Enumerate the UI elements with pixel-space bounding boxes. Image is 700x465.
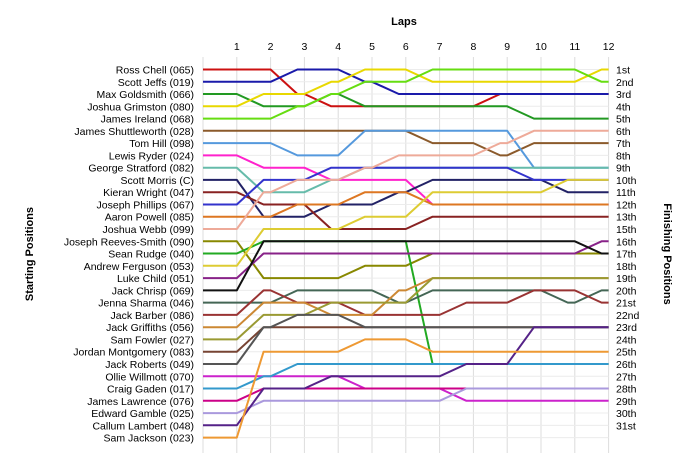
- lap-tick-label: 8: [470, 41, 476, 53]
- starting-position-labels: Ross Chell (065)Scott Jeffs (019)Max Gol…: [64, 65, 194, 445]
- starting-position-label: Ross Chell (065): [116, 65, 194, 77]
- series-line-31: [203, 338, 609, 439]
- lap-tick-label: 1: [234, 41, 240, 53]
- lap-tick-label: 3: [301, 41, 307, 53]
- series-line-30: [203, 326, 609, 427]
- finishing-position-label: 13th: [616, 212, 637, 224]
- finishing-position-label: 2nd: [616, 77, 634, 89]
- x-axis-title: Laps: [391, 16, 417, 28]
- starting-position-label: Callum Lambert (048): [92, 420, 194, 432]
- finishing-position-label: 16th: [616, 236, 637, 248]
- finishing-position-label: 30th: [616, 408, 637, 420]
- finishing-position-label: 18th: [616, 261, 637, 273]
- series-line-21: [203, 289, 609, 316]
- starting-position-label: Joshua Webb (099): [103, 224, 194, 236]
- series-line-3: [203, 93, 609, 120]
- finishing-position-label: 27th: [616, 371, 637, 383]
- starting-position-label: Jack Roberts (049): [105, 359, 194, 371]
- starting-position-label: Scott Jeffs (019): [118, 77, 194, 89]
- lap-tick-label: 12: [603, 41, 615, 53]
- starting-position-label: Jenna Sharma (046): [98, 298, 194, 310]
- finishing-position-label: 5th: [616, 114, 631, 126]
- lap-tick-label: 7: [437, 41, 443, 53]
- starting-position-label: Sean Rudge (040): [108, 249, 194, 261]
- series-line-17: [203, 178, 609, 267]
- series-line-27: [203, 363, 609, 390]
- series-line-13: [203, 191, 609, 218]
- starting-position-label: Edward Gamble (025): [91, 408, 194, 420]
- starting-position-label: Sam Jackson (023): [104, 433, 194, 445]
- finishing-position-label: 22nd: [616, 310, 640, 322]
- starting-position-label: Ollie Willmott (070): [105, 371, 194, 383]
- finishing-position-label: 26th: [616, 359, 637, 371]
- lap-tick-label: 2: [268, 41, 274, 53]
- starting-position-label: George Stratford (082): [88, 163, 194, 175]
- y-axis-title-right: Finishing Positions: [661, 203, 673, 304]
- finishing-position-label: 4th: [616, 101, 631, 113]
- lap-tick-label: 9: [504, 41, 510, 53]
- starting-position-label: Joseph Phillips (067): [97, 199, 194, 211]
- starting-position-label: Sam Fowler (027): [111, 334, 194, 346]
- finishing-position-label: 23rd: [616, 322, 637, 334]
- starting-position-label: Jack Griffiths (056): [106, 322, 194, 334]
- finishing-position-label: 24th: [616, 334, 637, 346]
- finishing-position-label: 17th: [616, 249, 637, 261]
- starting-position-label: Lewis Ryder (024): [109, 150, 194, 162]
- finishing-position-label: 31st: [616, 420, 636, 432]
- starting-position-label: Jordan Montgomery (083): [73, 347, 194, 359]
- starting-position-label: Kieran Wright (047): [103, 187, 194, 199]
- finishing-position-label: 7th: [616, 138, 631, 150]
- finishing-position-label: 19th: [616, 273, 637, 285]
- series-line-4: [203, 68, 609, 108]
- finishing-position-label: 12th: [616, 199, 637, 211]
- lap-tick-labels: 1 2 3 4 5 6 7 8 9 10 11 12: [234, 41, 615, 53]
- lap-tick-label: 4: [335, 41, 341, 53]
- series-line-14: [203, 129, 609, 230]
- lap-tick-label: 10: [535, 41, 547, 53]
- starting-position-label: Joshua Grimston (080): [87, 101, 194, 113]
- starting-position-label: Luke Child (051): [117, 273, 194, 285]
- finishing-position-label: 20th: [616, 285, 637, 297]
- series-line-5: [203, 68, 609, 120]
- starting-position-label: James Lawrence (076): [87, 396, 194, 408]
- finishing-position-label: 6th: [616, 126, 631, 138]
- starting-position-label: James Shuttleworth (028): [74, 126, 194, 138]
- starting-position-label: Jack Chrisp (069): [112, 285, 194, 297]
- series-line-19: [203, 240, 609, 292]
- starting-position-label: Jack Barber (086): [111, 310, 194, 322]
- starting-position-label: James Ireland (068): [101, 114, 194, 126]
- finishing-position-label: 11th: [616, 187, 636, 199]
- finishing-position-label: 10th: [616, 175, 637, 187]
- lap-tick-label: 5: [369, 41, 375, 53]
- starting-position-label: Craig Gaden (017): [107, 384, 194, 396]
- finishing-position-label: 1st: [616, 65, 630, 77]
- y-axis-title-left: Starting Positions: [24, 207, 36, 301]
- lap-tick-label: 11: [569, 41, 580, 53]
- series-lines: [203, 68, 609, 439]
- finishing-position-label: 21st: [616, 298, 636, 310]
- series-line-23: [203, 277, 609, 341]
- starting-position-label: Joseph Reeves-Smith (090): [64, 236, 194, 248]
- starting-position-label: Aaron Powell (085): [105, 212, 194, 224]
- finishing-position-label: 15th: [616, 224, 637, 236]
- finishing-position-label: 3rd: [616, 89, 631, 101]
- lap-tick-label: 6: [403, 41, 409, 53]
- starting-position-label: Andrew Ferguson (053): [84, 261, 194, 273]
- finishing-position-label: 9th: [616, 163, 631, 175]
- series-line-25: [203, 313, 609, 365]
- starting-position-label: Scott Morris (C): [121, 175, 195, 187]
- starting-position-label: Max Goldsmith (066): [97, 89, 194, 101]
- series-line-11: [203, 191, 609, 230]
- plot-area: [203, 57, 610, 453]
- finishing-position-label: 25th: [616, 347, 637, 359]
- finishing-position-label: 8th: [616, 150, 631, 162]
- finishing-position-label: 29th: [616, 396, 637, 408]
- starting-position-label: Tom Hill (098): [129, 138, 194, 150]
- finishing-position-labels: 1st2nd3rd4th5th6th7th8th9th10th11th12th1…: [616, 65, 640, 433]
- series-line-6: [203, 129, 609, 157]
- finishing-position-label: 28th: [616, 384, 637, 396]
